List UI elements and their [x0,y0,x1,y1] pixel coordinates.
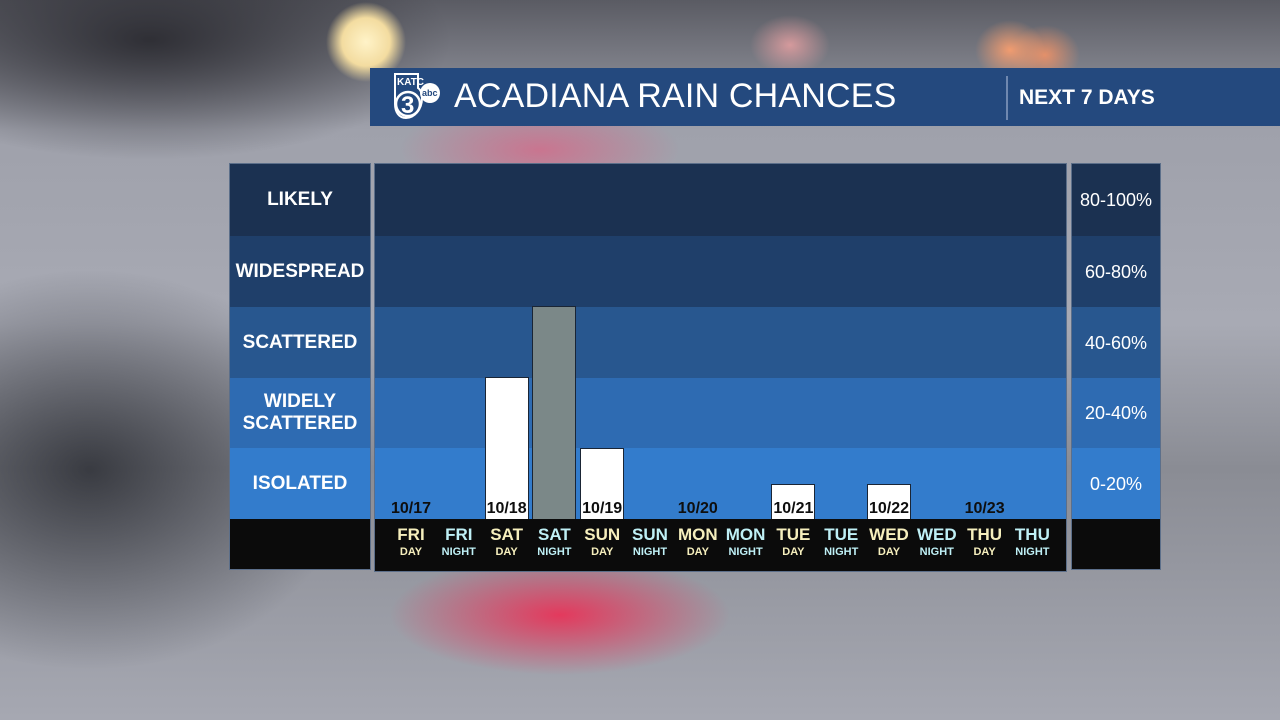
range-80-100: 80-100% [1072,164,1160,236]
category-isolated: ISOLATED [230,448,370,519]
period-label: MON NIGHT [722,526,770,559]
period-day-name: THU [967,525,1003,544]
period-day-name: FRI [445,525,473,544]
date-label: 10/23 [964,500,1005,517]
period-axis [375,519,1066,571]
page-subtitle: NEXT 7 DAYS [1019,86,1155,109]
period-label: THU NIGHT [1008,526,1056,559]
date-label: 10/17 [390,500,432,517]
range-60-80: 60-80% [1072,236,1160,307]
period-part: NIGHT [537,546,572,558]
period-part: NIGHT [728,546,763,558]
category-scattered: SCATTERED [230,307,370,378]
period-part: DAY [877,546,901,558]
period-day-name: FRI [397,525,425,544]
period-label: TUE DAY [769,526,817,559]
percent-range-panel: 80-100% 60-80% 40-60% 20-40% 0-20% [1071,163,1161,570]
period-part: NIGHT [824,546,859,558]
period-part: NIGHT [441,546,476,558]
period-label: TUE NIGHT [817,526,865,559]
category-widely-scattered: WIDELY SCATTERED [230,378,370,448]
plot-band-widely-scattered [375,378,1066,448]
period-label: SAT DAY [483,526,531,559]
period-day-name: MON [725,525,766,544]
period-label: MON DAY [674,526,722,559]
header-banner: KATC 3 abc ACADIANA RAIN CHANCES NEXT 7 … [370,68,1280,126]
period-day-name: WED [916,525,957,544]
katc-abc-logo-icon: KATC 3 abc [394,73,440,120]
date-label: 10/19 [582,500,623,517]
period-part: NIGHT [1015,546,1050,558]
period-part: DAY [973,546,996,558]
period-label: THU DAY [961,526,1009,559]
svg-text:abc: abc [422,88,438,98]
date-label: 10/21 [773,500,814,517]
period-day-name: SAT [490,525,523,544]
svg-text:KATC: KATC [397,77,424,88]
rain-chance-bar [867,483,911,519]
category-widespread: WIDESPREAD [230,236,370,307]
period-day-name: MON [677,525,718,544]
period-part: NIGHT [919,546,954,558]
period-label: SAT NIGHT [530,526,578,559]
period-label: SUN DAY [578,526,626,559]
rain-chance-bar [484,377,529,519]
period-label: WED NIGHT [913,526,961,559]
rain-chance-bar [771,483,816,519]
period-day-name: THU [1014,525,1050,544]
period-day-name: TUE [824,525,859,544]
plot-band-scattered [375,307,1066,378]
period-part: DAY [495,546,518,558]
period-label: SUN NIGHT [626,526,674,559]
category-label-panel: LIKELY WIDESPREAD SCATTERED WIDELY SCATT… [229,163,371,570]
period-day-name: SAT [538,525,571,544]
range-20-40: 20-40% [1072,378,1160,448]
plot-band-widespread [375,236,1066,307]
category-panel-footer [230,519,370,569]
date-label: 10/22 [868,500,910,517]
plot-band-likely [375,164,1066,236]
period-label: FRI DAY [387,526,435,559]
category-likely: LIKELY [230,164,370,236]
period-label: FRI NIGHT [435,526,483,559]
period-part: DAY [782,546,805,558]
period-label: WED DAY [865,526,913,559]
date-label: 10/20 [677,500,718,517]
date-label: 10/18 [486,500,527,517]
period-part: NIGHT [632,546,668,558]
rain-chance-plot: 10/17 10/18 10/19 10/20 10/21 10/22 10/23 FRI D… [374,163,1067,572]
page-title: ACADIANA RAIN CHANCES [454,77,897,115]
header-divider [1006,76,1008,120]
period-day-name: SUN [632,525,668,544]
period-part: DAY [686,546,709,558]
period-part: DAY [591,546,614,558]
category-widely-scattered-label: WIDELY SCATTERED [242,391,358,434]
period-part: DAY [399,546,423,558]
range-panel-footer [1072,519,1160,569]
range-40-60: 40-60% [1072,307,1160,378]
svg-text:3: 3 [401,92,414,119]
rain-chance-bar [532,306,577,519]
rain-chance-bar [580,448,625,519]
range-0-20: 0-20% [1072,448,1160,519]
period-day-name: TUE [776,525,811,544]
period-day-name: WED [869,525,909,544]
period-day-name: SUN [584,525,621,544]
